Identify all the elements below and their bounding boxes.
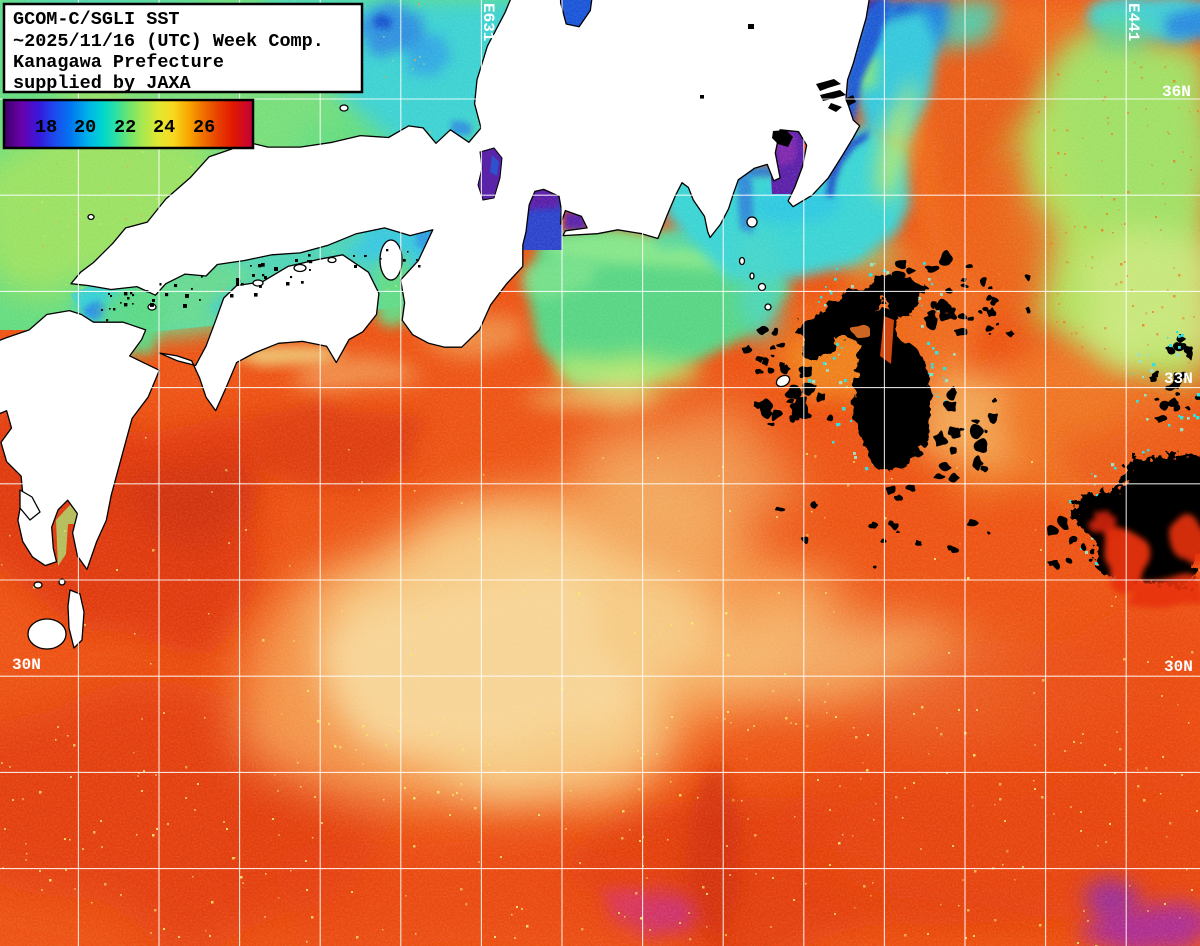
svg-text:~2025/11/16 (UTC) Week Comp.: ~2025/11/16 (UTC) Week Comp. [13,31,324,52]
svg-text:30N: 30N [12,656,41,674]
svg-text:24: 24 [153,117,175,138]
svg-text:36N: 36N [1162,83,1191,101]
svg-text:supplied by JAXA: supplied by JAXA [13,73,192,94]
svg-text:E631: E631 [479,3,497,41]
svg-text:26: 26 [193,117,215,138]
svg-text:33N: 33N [1164,370,1193,388]
svg-text:30N: 30N [1164,658,1193,676]
svg-text:Kanagawa Prefecture: Kanagawa Prefecture [13,52,224,73]
svg-text:E441: E441 [1124,3,1142,41]
svg-text:22: 22 [114,117,136,138]
svg-text:33N: 33N [12,370,41,388]
svg-text:20: 20 [74,117,96,138]
svg-text:GCOM-C/SGLI SST: GCOM-C/SGLI SST [13,9,180,30]
svg-text:18: 18 [35,117,57,138]
